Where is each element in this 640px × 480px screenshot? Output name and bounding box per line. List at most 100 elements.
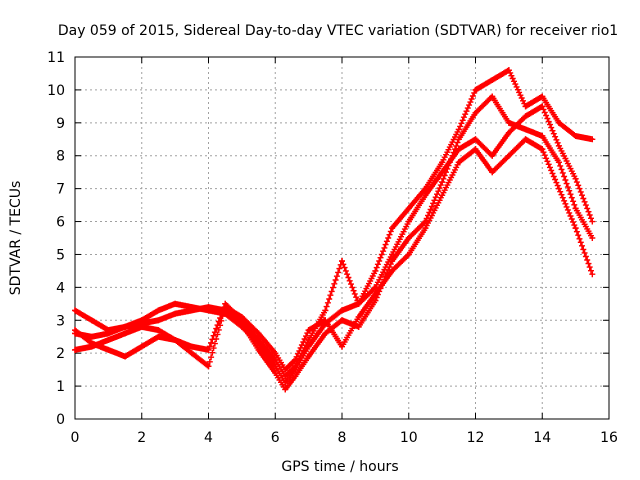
y-tick-label: 9 bbox=[56, 116, 65, 132]
data-point bbox=[292, 356, 299, 363]
data-point bbox=[222, 304, 229, 311]
y-tick-label: 1 bbox=[56, 379, 65, 395]
y-tick-label: 3 bbox=[56, 313, 65, 329]
data-point bbox=[88, 340, 95, 347]
data-point bbox=[282, 373, 289, 380]
x-tick-label: 0 bbox=[71, 430, 80, 446]
data-point bbox=[572, 132, 579, 139]
data-point bbox=[455, 159, 462, 166]
y-tick-label: 5 bbox=[56, 247, 65, 263]
data-point bbox=[472, 146, 479, 153]
data-point bbox=[405, 235, 412, 241]
data-point bbox=[155, 317, 162, 324]
data-point bbox=[339, 343, 345, 350]
data-point bbox=[372, 290, 379, 297]
data-point bbox=[555, 119, 562, 126]
data-point bbox=[339, 258, 345, 265]
data-point bbox=[422, 185, 429, 192]
y-tick-label: 4 bbox=[56, 280, 65, 296]
data-point bbox=[522, 113, 529, 120]
data-point bbox=[405, 251, 412, 258]
data-point bbox=[122, 353, 129, 360]
data-point bbox=[389, 225, 396, 232]
data-point bbox=[105, 346, 112, 353]
data-point bbox=[372, 267, 379, 274]
data-point bbox=[172, 300, 179, 307]
data-point bbox=[589, 235, 596, 241]
data-point bbox=[505, 67, 512, 74]
data-point bbox=[372, 297, 379, 304]
data-point bbox=[589, 218, 596, 225]
data-point bbox=[155, 333, 162, 340]
data-point bbox=[405, 205, 412, 212]
data-point bbox=[122, 323, 129, 330]
data-point bbox=[522, 136, 529, 143]
y-tick-label: 2 bbox=[56, 346, 65, 362]
x-tick-label: 10 bbox=[400, 430, 418, 446]
data-point bbox=[322, 330, 329, 337]
x-axis-label: GPS time / hours bbox=[281, 459, 398, 475]
data-point bbox=[472, 86, 479, 93]
data-point bbox=[339, 317, 345, 324]
x-tick-label: 4 bbox=[204, 430, 213, 446]
data-point bbox=[188, 307, 195, 314]
y-tick-label: 0 bbox=[56, 412, 65, 428]
data-point bbox=[205, 363, 212, 370]
data-point bbox=[489, 93, 496, 100]
data-point bbox=[389, 251, 396, 258]
x-tick-label: 6 bbox=[271, 430, 280, 446]
data-point bbox=[355, 313, 362, 320]
marker-trace bbox=[72, 93, 594, 393]
data-point bbox=[572, 175, 579, 182]
x-tick-label: 16 bbox=[600, 430, 618, 446]
series-track-2 bbox=[72, 93, 596, 393]
data-point bbox=[555, 159, 562, 166]
data-point bbox=[305, 337, 312, 344]
data-point bbox=[172, 337, 179, 344]
data-point bbox=[88, 333, 95, 340]
data-point bbox=[282, 366, 289, 373]
data-point bbox=[282, 386, 289, 393]
data-point bbox=[455, 136, 462, 143]
data-point bbox=[272, 369, 279, 376]
data-point bbox=[572, 205, 579, 212]
chart-title: Day 059 of 2015, Sidereal Day-to-day VTE… bbox=[58, 23, 618, 39]
x-tick-label: 12 bbox=[467, 430, 485, 446]
data-point bbox=[322, 317, 329, 324]
y-tick-label: 6 bbox=[56, 215, 65, 231]
data-point bbox=[272, 350, 279, 357]
data-point bbox=[572, 225, 579, 232]
data-point bbox=[555, 142, 562, 149]
data-point bbox=[422, 225, 429, 232]
data-point bbox=[355, 300, 362, 307]
data-point bbox=[505, 152, 512, 159]
data-point bbox=[138, 343, 145, 350]
data-point bbox=[555, 185, 562, 192]
data-point bbox=[72, 327, 78, 334]
data-point bbox=[292, 373, 299, 380]
data-marks bbox=[72, 67, 596, 393]
y-tick-label: 11 bbox=[47, 50, 65, 66]
data-point bbox=[155, 327, 162, 334]
data-point bbox=[505, 119, 512, 126]
data-point bbox=[405, 218, 412, 225]
data-point bbox=[539, 103, 546, 110]
data-point bbox=[355, 323, 362, 330]
data-point bbox=[305, 353, 312, 360]
data-point bbox=[105, 330, 112, 337]
data-point bbox=[489, 152, 496, 159]
data-point bbox=[122, 330, 129, 337]
data-point bbox=[72, 307, 78, 314]
data-point bbox=[439, 192, 446, 199]
data-point bbox=[472, 136, 479, 143]
y-tick-label: 8 bbox=[56, 149, 65, 165]
data-point bbox=[188, 343, 195, 350]
data-point bbox=[439, 159, 446, 166]
data-point bbox=[238, 313, 245, 320]
data-point bbox=[292, 363, 299, 370]
data-point bbox=[255, 346, 262, 353]
data-point bbox=[589, 136, 596, 143]
data-point bbox=[172, 310, 179, 317]
